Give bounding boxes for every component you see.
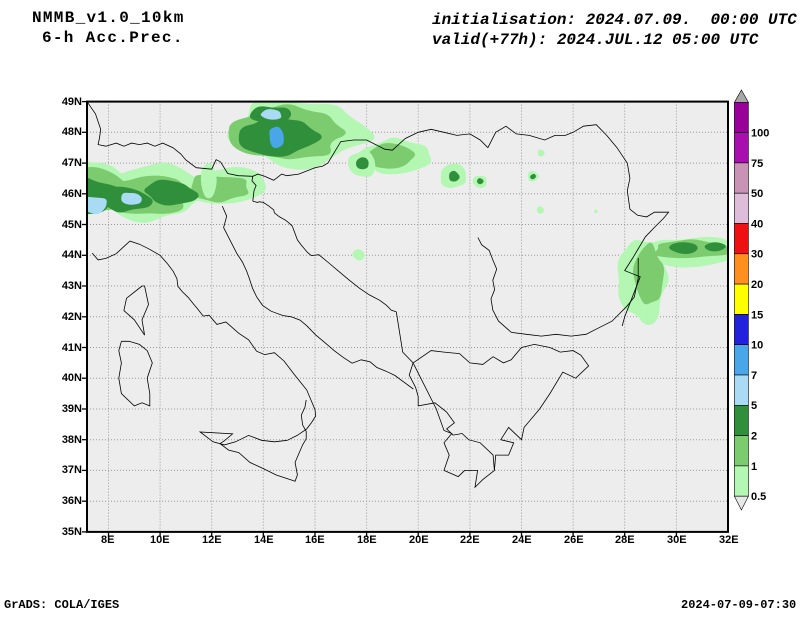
svg-text:30: 30 xyxy=(751,249,763,261)
svg-text:0.5: 0.5 xyxy=(751,491,766,503)
svg-text:50: 50 xyxy=(751,188,763,200)
svg-text:40: 40 xyxy=(751,218,763,230)
svg-text:2: 2 xyxy=(751,431,757,443)
svg-text:75: 75 xyxy=(751,158,763,170)
svg-text:100: 100 xyxy=(751,128,769,140)
svg-text:7: 7 xyxy=(751,370,757,382)
svg-text:1: 1 xyxy=(751,461,757,473)
svg-text:15: 15 xyxy=(751,309,763,321)
svg-text:20: 20 xyxy=(751,279,763,291)
svg-text:10: 10 xyxy=(751,340,763,352)
svg-text:5: 5 xyxy=(751,400,757,412)
